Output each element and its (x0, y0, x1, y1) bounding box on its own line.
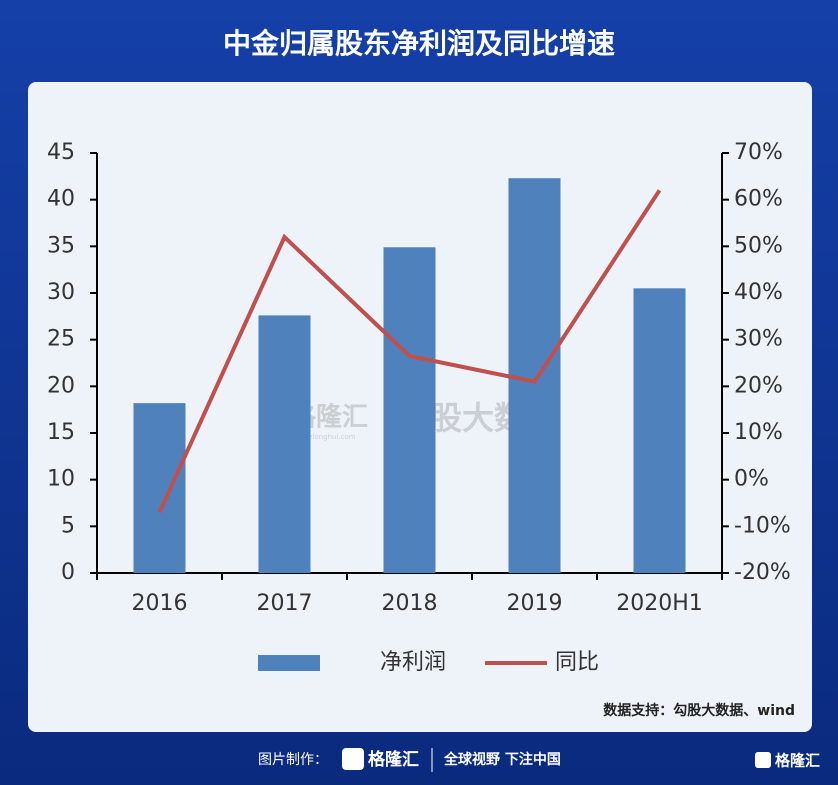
legend-swatch (258, 655, 320, 671)
y-tick-label: 45 (47, 140, 75, 165)
y2-tick-label: 60% (734, 187, 783, 212)
y-tick-label: 0 (61, 560, 75, 585)
legend-label: 同比 (555, 650, 599, 675)
y2-tick-label: 10% (734, 420, 783, 445)
y-tick-label: 40 (47, 187, 75, 212)
footer-made-by: 图片制作： (258, 752, 328, 768)
x-tick-label: 2018 (382, 591, 438, 616)
legend-label: 净利润 (380, 650, 446, 675)
corner-logo-icon (755, 752, 771, 768)
x-tick-label: 2019 (507, 591, 563, 616)
x-tick-label: 2020H1 (616, 591, 703, 616)
y-tick-label: 20 (47, 373, 75, 398)
y-tick-label: 5 (61, 513, 75, 538)
y-tick-label: 25 (47, 327, 75, 352)
source: 数据支持：勾股大数据、wind (603, 702, 795, 719)
watermark-site: www.gelonghui.com (285, 433, 356, 441)
bar (508, 178, 561, 573)
y2-tick-label: 40% (734, 280, 783, 305)
y2-tick-label: -10% (734, 513, 791, 538)
y2-tick-label: 0% (734, 467, 769, 492)
line (157, 189, 662, 514)
footer-logo-icon (342, 748, 364, 770)
y-tick-label: 15 (47, 420, 75, 445)
chart-title: 中金归属股东净利润及同比增速 (223, 27, 615, 60)
y2-tick-label: 50% (734, 233, 783, 258)
corner-brand: 格隆汇 (775, 752, 820, 770)
x-tick-label: 2016 (132, 591, 188, 616)
y2-tick-label: -20% (734, 560, 791, 585)
y2-tick-label: 70% (734, 140, 783, 165)
x-tick-label: 2017 (257, 591, 313, 616)
bar (133, 403, 186, 573)
y-tick-label: 35 (47, 233, 75, 258)
bar (383, 247, 436, 573)
bar (258, 315, 311, 573)
footer-brand: 格隆汇 (368, 749, 419, 770)
footer-slogan: 全球视野 下注中国 (443, 751, 561, 768)
bar (633, 288, 686, 573)
y-tick-label: 30 (47, 280, 75, 305)
y2-tick-label: 30% (734, 327, 783, 352)
y-tick-label: 10 (47, 467, 75, 492)
y2-tick-label: 20% (734, 373, 783, 398)
